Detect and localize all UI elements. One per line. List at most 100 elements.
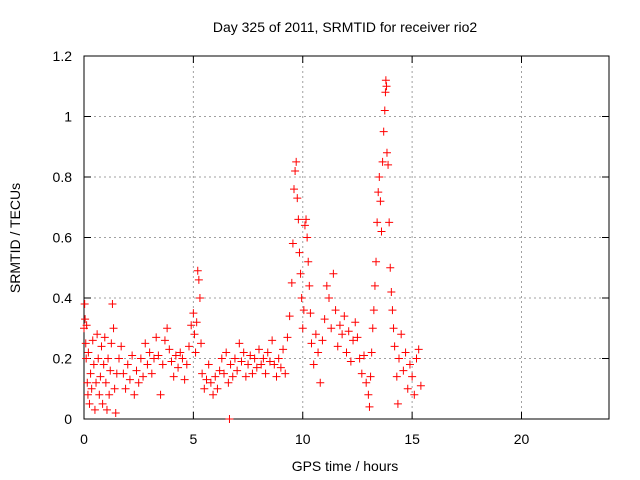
data-point (380, 106, 389, 115)
data-point (83, 378, 92, 387)
data-point (136, 354, 145, 363)
data-point (382, 82, 391, 91)
point-layer (80, 76, 425, 423)
data-point (297, 294, 306, 302)
data-point (389, 324, 398, 333)
y-tick-label: 0 (64, 411, 72, 427)
data-point (139, 372, 148, 381)
data-point (128, 351, 137, 360)
grid-layer (84, 56, 609, 419)
data-point (318, 336, 327, 345)
data-point (211, 372, 220, 381)
data-point (377, 227, 386, 236)
data-point (344, 327, 353, 336)
data-point (382, 148, 391, 157)
data-point (320, 315, 329, 324)
data-point (88, 336, 97, 345)
data-point (228, 372, 237, 381)
data-point (189, 309, 198, 318)
data-point (213, 384, 222, 393)
data-point (393, 399, 402, 408)
data-point (206, 378, 215, 387)
data-point (287, 278, 296, 287)
data-point (83, 390, 92, 399)
data-point (176, 348, 185, 357)
data-point (160, 336, 169, 345)
y-tick-label: 0.4 (53, 290, 73, 306)
data-point (261, 369, 270, 378)
data-point (132, 366, 141, 375)
data-point (360, 351, 368, 360)
data-point (115, 354, 123, 363)
data-point (178, 354, 187, 363)
data-point (141, 339, 150, 348)
data-point (414, 345, 423, 354)
data-point (355, 354, 364, 363)
data-point (239, 348, 248, 357)
data-point (163, 324, 172, 333)
data-point (225, 415, 234, 423)
data-point (392, 372, 401, 381)
data-point (384, 160, 393, 169)
data-point (102, 405, 111, 414)
data-point (316, 378, 325, 387)
data-point (226, 360, 235, 369)
data-point (84, 348, 93, 357)
data-point (81, 315, 90, 324)
data-point (244, 360, 253, 369)
data-point (373, 218, 382, 227)
data-point (369, 306, 378, 315)
data-point (351, 318, 360, 327)
data-point (405, 360, 414, 369)
data-point (204, 360, 213, 369)
x-tick-label: 20 (514, 431, 530, 447)
data-point (268, 336, 277, 345)
data-point (288, 239, 297, 248)
data-point (366, 372, 375, 381)
data-point (410, 390, 419, 399)
data-point (241, 372, 250, 381)
data-point (365, 402, 374, 411)
data-point (342, 348, 351, 357)
data-point (86, 369, 95, 378)
data-point (416, 381, 425, 390)
data-point (327, 324, 336, 333)
data-point (237, 357, 246, 366)
data-point (174, 363, 183, 372)
data-point (375, 173, 384, 181)
data-point (224, 378, 233, 387)
data-point (372, 257, 381, 266)
x-tick-label: 0 (80, 431, 88, 447)
data-point (215, 366, 224, 375)
data-point (143, 360, 152, 369)
data-point (190, 330, 199, 339)
data-point (230, 354, 239, 363)
data-point (259, 354, 268, 363)
data-point (209, 390, 218, 399)
data-point (252, 363, 261, 372)
chart-title: Day 325 of 2011, SRMTID for receiver rio… (213, 19, 478, 35)
data-point (106, 366, 115, 375)
data-point (386, 263, 395, 272)
data-point (92, 378, 101, 387)
data-point (388, 306, 397, 315)
data-point (101, 378, 110, 387)
data-point (94, 354, 103, 363)
x-tick-label: 10 (295, 431, 311, 447)
y-tick-label: 0.6 (53, 230, 73, 246)
data-point (145, 348, 154, 357)
data-point (353, 333, 362, 342)
data-point (180, 375, 189, 384)
data-point (117, 342, 126, 351)
data-point (390, 342, 399, 351)
data-point (125, 375, 134, 384)
data-point (333, 342, 342, 351)
data-point (165, 345, 174, 354)
data-point (403, 384, 412, 393)
data-point (104, 354, 113, 363)
data-point (279, 345, 288, 354)
data-point (364, 390, 373, 399)
data-point (200, 384, 209, 393)
data-point (90, 405, 99, 414)
